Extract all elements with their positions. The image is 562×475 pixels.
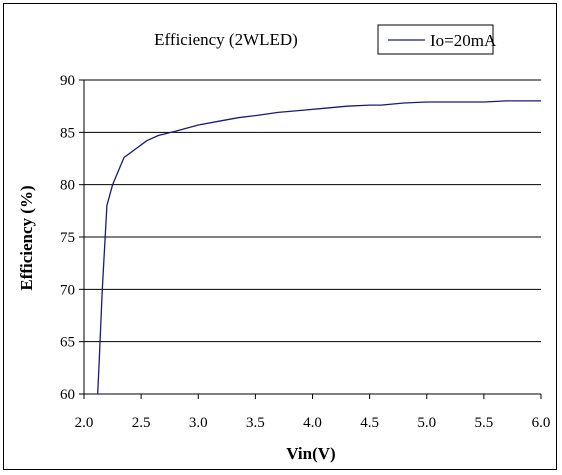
y-tick-label: 90 xyxy=(60,73,75,89)
series-line-io-20ma xyxy=(97,100,541,395)
x-tick-label: 4.5 xyxy=(360,415,379,431)
x-tick-label: 2.0 xyxy=(75,415,94,431)
legend: Io=20mA xyxy=(377,24,497,55)
x-tick-label: 4.0 xyxy=(303,415,322,431)
x-tick-label: 3.5 xyxy=(246,415,265,431)
grid-lines xyxy=(84,79,541,343)
y-tick-label: 70 xyxy=(60,282,75,298)
chart-title: Efficiency (2WLED) xyxy=(154,30,298,49)
y-tick-label: 85 xyxy=(60,125,75,141)
series-group xyxy=(97,100,541,395)
axes xyxy=(79,79,542,399)
y-tick-label: 65 xyxy=(60,335,75,351)
x-tick-labels: 2.0 2.5 3.0 3.5 4.0 4.5 5.0 5.5 6.0 xyxy=(75,415,551,431)
y-axis-title: Efficiency (%) xyxy=(17,185,36,290)
y-tick-label: 80 xyxy=(60,178,75,194)
x-tick-label: 5.5 xyxy=(475,415,494,431)
y-tick-labels: 60 65 70 75 80 85 90 xyxy=(60,73,75,403)
x-tick-label: 5.0 xyxy=(417,415,436,431)
legend-label: Io=20mA xyxy=(430,31,497,50)
x-tick-label: 3.0 xyxy=(189,415,208,431)
x-tick-label: 6.0 xyxy=(532,415,551,431)
y-tick-label: 75 xyxy=(60,230,75,246)
x-axis-title: Vin(V) xyxy=(286,444,335,463)
x-tick-label: 2.5 xyxy=(132,415,151,431)
y-tick-label: 60 xyxy=(60,387,75,403)
